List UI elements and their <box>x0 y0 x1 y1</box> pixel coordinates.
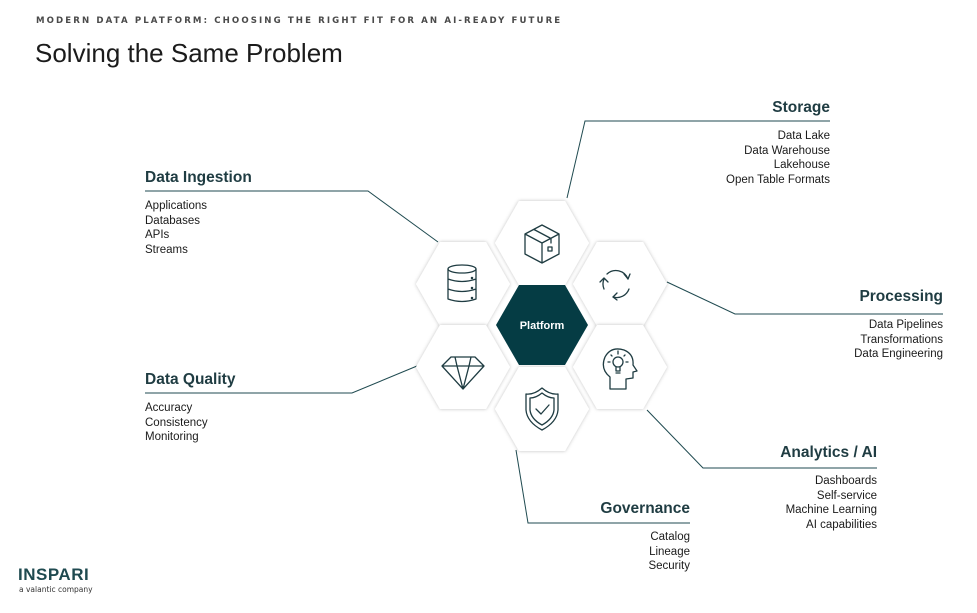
list-item: Self-service <box>816 489 877 502</box>
list-item: Monitoring <box>145 431 199 443</box>
list-item: Data Warehouse <box>744 144 830 157</box>
list-item: Streams <box>145 243 188 256</box>
list-item: Data Pipelines <box>868 319 943 331</box>
group-analytics-ai: Analytics / AI Dashboards Self-service M… <box>780 444 877 532</box>
group-title: Analytics / AI <box>780 444 877 461</box>
list-item: Transformations <box>860 333 943 346</box>
hex-platform <box>496 285 588 365</box>
list-item: Lineage <box>649 545 690 558</box>
list-item: Open Table Formats <box>726 173 830 186</box>
hex-governance <box>495 367 589 451</box>
list-item: Databases <box>145 214 200 227</box>
connector-governance <box>515 449 690 524</box>
diamond-icon <box>441 356 485 390</box>
inspari-logo: INSPARI a valantic company <box>18 565 93 594</box>
group-storage: Storage Data Lake Data Warehouse Lakehou… <box>726 99 830 187</box>
database-icon <box>447 264 477 303</box>
group-data-ingestion: Data Ingestion Applications Databases AP… <box>145 169 252 257</box>
connector-processing <box>666 281 943 315</box>
list-item: Accuracy <box>145 402 193 414</box>
list-item: AI capabilities <box>806 518 877 531</box>
group-title: Data Quality <box>145 371 236 388</box>
group-title: Storage <box>772 99 830 116</box>
list-item: Machine Learning <box>785 504 877 516</box>
list-item: Applications <box>145 200 208 212</box>
slide-eyebrow: MODERN DATA PLATFORM: CHOOSING THE RIGHT… <box>36 16 563 26</box>
connector-storage <box>566 120 830 199</box>
shield-check-icon <box>525 387 559 431</box>
hex-quality <box>416 325 510 409</box>
list-item: Consistency <box>145 416 208 429</box>
head-lightbulb-icon <box>602 348 638 390</box>
refresh-cycle-icon <box>599 269 631 301</box>
list-item: Security <box>648 560 690 572</box>
group-processing: Processing Data Pipelines Transformation… <box>854 288 943 362</box>
group-governance: Governance Catalog Lineage Security <box>600 500 690 574</box>
connector-analytics <box>646 409 877 469</box>
logo-name: INSPARI <box>18 565 90 584</box>
logo-tagline: a valantic company <box>19 585 93 594</box>
list-item: Lakehouse <box>773 159 830 171</box>
group-data-quality: Data Quality Accuracy Consistency Monito… <box>145 371 235 445</box>
platform-label: Platform <box>520 320 565 332</box>
list-item: Dashboards <box>814 475 877 487</box>
hex-ingestion <box>416 242 510 326</box>
list-item: Data Lake <box>777 130 830 142</box>
list-item: Data Engineering <box>854 348 943 360</box>
group-title: Data Ingestion <box>145 169 252 186</box>
group-title: Governance <box>600 500 690 517</box>
page-title: Solving the Same Problem <box>35 38 343 68</box>
list-item: APIs <box>145 229 170 241</box>
box-icon <box>524 224 560 264</box>
list-item: Catalog <box>650 531 690 543</box>
group-title: Processing <box>859 288 943 305</box>
connector-quality <box>145 365 418 394</box>
connector-ingestion <box>145 190 439 243</box>
hex-processing <box>573 242 667 326</box>
